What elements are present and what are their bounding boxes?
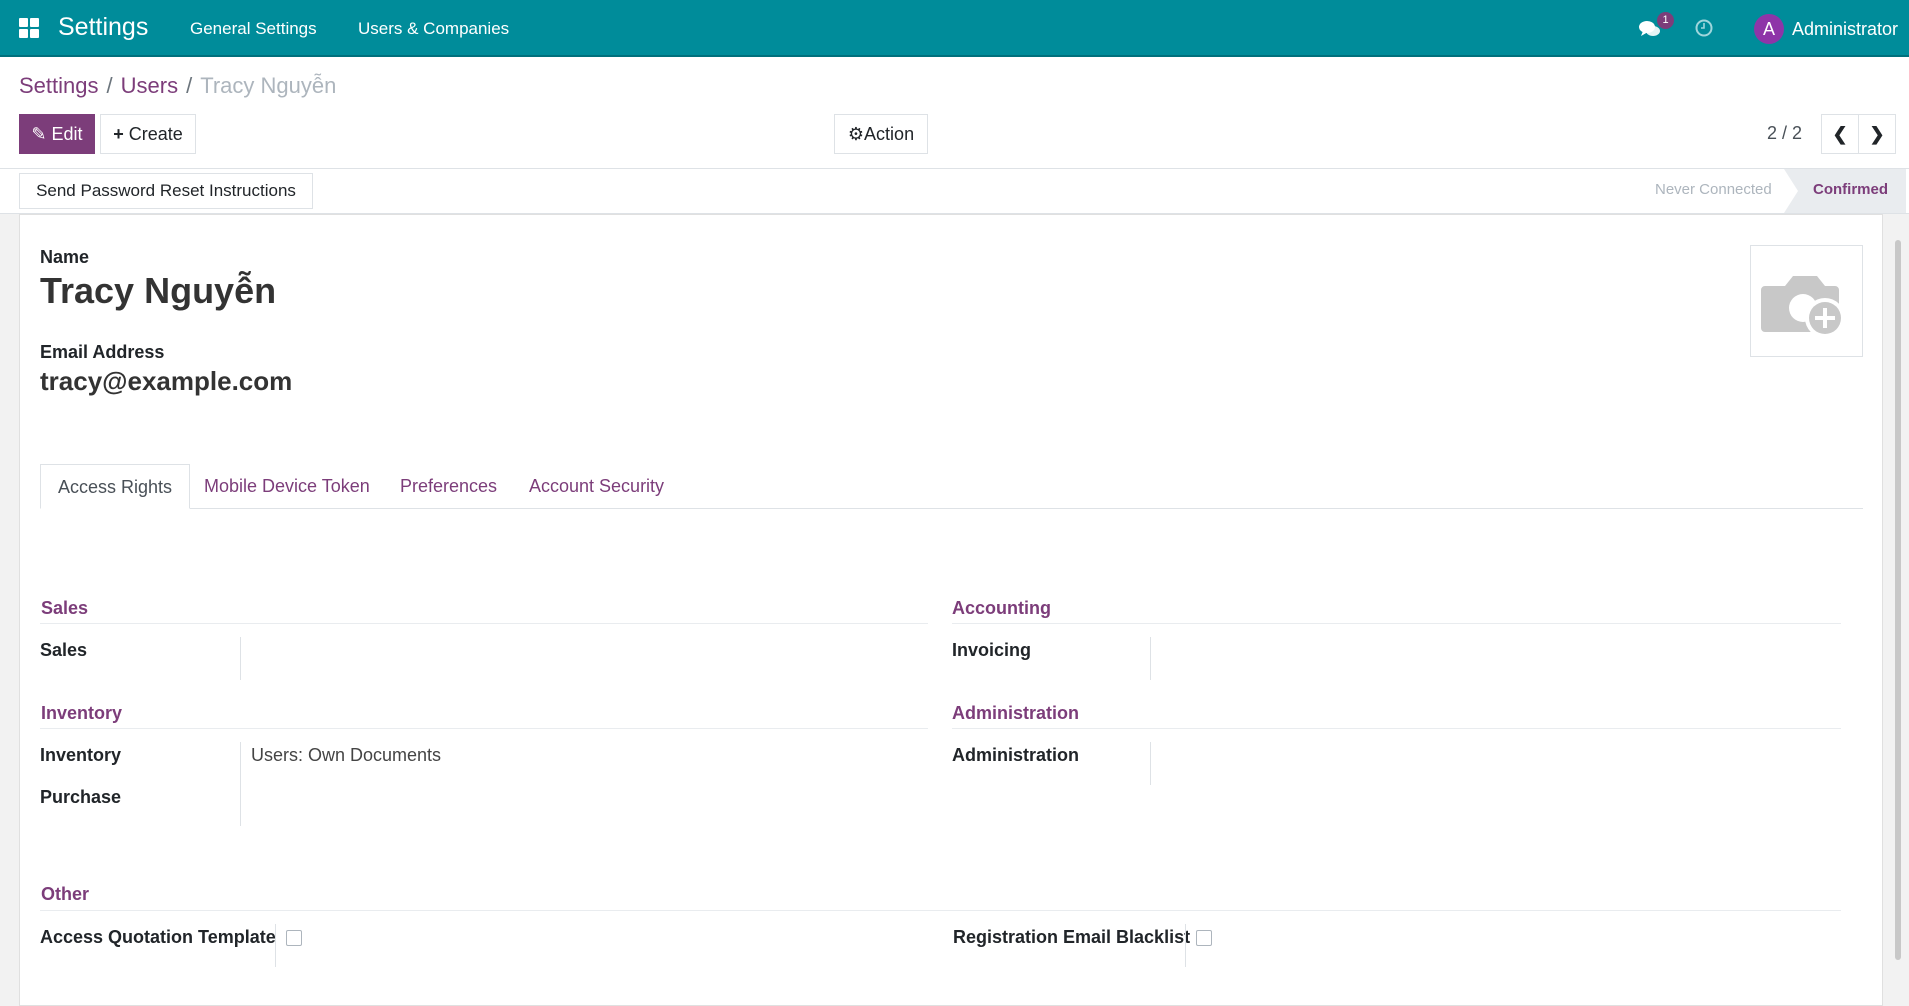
name-value: Tracy Nguyễn xyxy=(40,270,277,311)
field-label-invoicing: Invoicing xyxy=(952,640,1032,660)
field-label-sales: Sales xyxy=(40,640,88,660)
divider xyxy=(1150,637,1151,680)
field-label-purchase: Purchase xyxy=(40,787,122,807)
previous-record-button[interactable]: ❮ xyxy=(1821,114,1859,154)
action-button[interactable]: ⚙Action xyxy=(834,114,928,154)
tab-access-rights[interactable]: Access Rights xyxy=(40,464,191,509)
top-navbar: Settings General Settings Users & Compan… xyxy=(0,0,1909,57)
divider xyxy=(952,623,1841,624)
tabs-divider xyxy=(40,508,1863,509)
divider xyxy=(40,910,1841,911)
edit-button[interactable]: ✎ Edit xyxy=(19,114,95,154)
user-menu[interactable]: Administrator xyxy=(1792,19,1899,39)
divider xyxy=(40,728,928,729)
chevron-left-icon: ❮ xyxy=(1832,124,1848,144)
plus-icon: + xyxy=(113,124,124,144)
chevron-right-icon: ❯ xyxy=(1869,124,1885,144)
form-sheet xyxy=(19,214,1883,1006)
messages-icon[interactable] xyxy=(1638,18,1662,40)
field-sales-select[interactable] xyxy=(250,640,910,664)
breadcrumb-current: Tracy Nguyễn xyxy=(200,73,337,98)
field-label-administration: Administration xyxy=(952,745,1080,765)
user-avatar[interactable]: A xyxy=(1754,14,1784,44)
breadcrumb-users[interactable]: Users xyxy=(120,73,179,98)
email-label: Email Address xyxy=(40,342,165,362)
edit-label: Edit xyxy=(51,124,83,144)
menu-general-settings[interactable]: General Settings xyxy=(190,19,317,38)
create-label: Create xyxy=(128,124,183,144)
email-value: tracy@example.com xyxy=(40,366,293,396)
field-label-inventory: Inventory xyxy=(40,745,122,765)
divider xyxy=(1185,924,1186,967)
field-label-access-quotation-template: Access Quotation Template xyxy=(40,927,276,947)
avatar-upload[interactable] xyxy=(1750,245,1863,357)
divider xyxy=(240,637,241,680)
pencil-icon: ✎ xyxy=(31,124,47,144)
field-label-registration-email-blacklist: Registration Email Blacklist xyxy=(953,927,1191,947)
pager-value[interactable]: 2 / 2 xyxy=(1767,123,1803,143)
access-quotation-template-checkbox[interactable] xyxy=(286,930,302,946)
field-administration-select[interactable] xyxy=(1160,745,1820,769)
group-administration-title: Administration xyxy=(952,703,1080,723)
field-inventory-value[interactable]: Users: Own Documents xyxy=(251,745,442,765)
stage-confirmed: Confirmed xyxy=(1813,181,1888,198)
divider xyxy=(952,728,1841,729)
group-inventory-title: Inventory xyxy=(41,703,123,723)
tab-preferences[interactable]: Preferences xyxy=(400,476,498,496)
messages-count-badge: 1 xyxy=(1657,12,1674,29)
action-label: Action xyxy=(864,124,915,144)
divider xyxy=(275,924,276,967)
apps-menu-icon[interactable] xyxy=(19,18,39,38)
tab-mobile-device-token[interactable]: Mobile Device Token xyxy=(204,476,370,496)
menu-users-companies[interactable]: Users & Companies xyxy=(358,19,510,38)
field-invoicing-select[interactable] xyxy=(1160,640,1820,664)
breadcrumb-settings[interactable]: Settings xyxy=(19,73,99,98)
app-title[interactable]: Settings xyxy=(58,13,149,41)
name-label: Name xyxy=(40,247,90,267)
registration-email-blacklist-checkbox[interactable] xyxy=(1196,930,1212,946)
group-sales-title: Sales xyxy=(41,598,89,618)
tab-account-security[interactable]: Account Security xyxy=(529,476,665,496)
camera-plus-icon xyxy=(1761,276,1845,338)
divider xyxy=(40,623,928,624)
stage-confirmed-bg xyxy=(1784,169,1906,213)
field-purchase-select[interactable] xyxy=(250,787,910,811)
divider xyxy=(1150,742,1151,785)
stage-never-connected: Never Connected xyxy=(1655,181,1772,198)
activity-clock-icon[interactable] xyxy=(1695,19,1713,37)
scrollbar[interactable] xyxy=(1895,240,1901,960)
send-password-reset-button[interactable]: Send Password Reset Instructions xyxy=(19,173,313,209)
breadcrumb: Settings / Users / Tracy Nguyễn xyxy=(19,73,337,98)
status-bar xyxy=(0,168,1909,214)
gear-icon: ⚙ xyxy=(847,124,865,144)
create-button[interactable]: + Create xyxy=(100,114,196,154)
next-record-button[interactable]: ❯ xyxy=(1858,114,1896,154)
group-accounting-title: Accounting xyxy=(952,598,1051,618)
divider xyxy=(240,742,241,826)
group-other-title: Other xyxy=(41,884,90,904)
